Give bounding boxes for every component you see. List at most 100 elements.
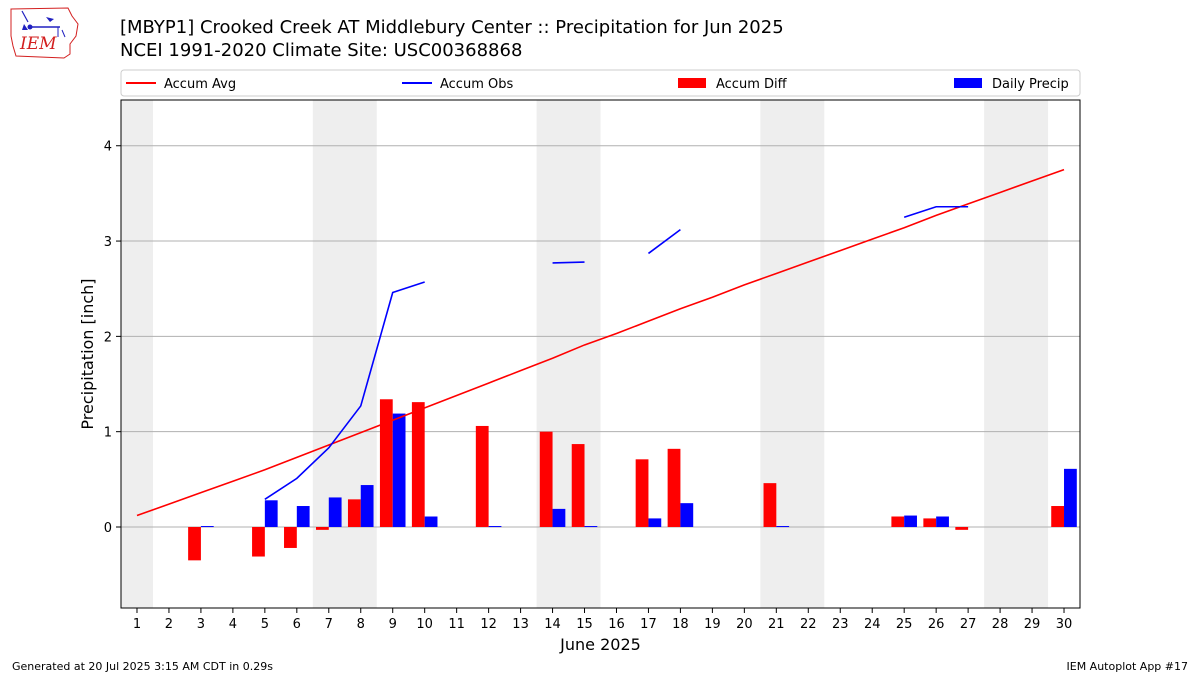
x-tick-label: 18 [672,617,689,632]
weekend-shade [760,100,825,608]
daily-precip-bar [392,413,406,527]
weekend-shade [984,100,1049,608]
x-axis-label: June 2025 [559,635,641,654]
daily-precip-bar [328,497,342,527]
x-axis: 1 2 3 4 5 6 7 8 9 10 11 12 13 14 15 16 17 18 19 20 21 22 23 24 2… [133,608,1072,632]
accum-diff-bar [539,431,553,527]
accum-diff-bar [571,444,585,527]
iowa-map-logo-icon[interactable] [8,6,84,60]
x-tick-label: 19 [704,617,721,632]
legend-swatch [954,78,982,88]
daily-precip-bar [648,518,662,527]
accum-avg-line [136,168,1065,517]
y-tick-label: 2 [104,330,112,345]
x-tick-label: 16 [608,617,625,632]
daily-precip-bar [680,503,694,527]
y-tick-label: 0 [104,521,112,536]
x-tick-label: 15 [576,617,593,632]
weekend-shade [121,100,153,608]
bar-series [188,399,1077,561]
daily-precip-bar [360,485,374,527]
accum-diff-bar [379,399,393,527]
x-tick-label: 7 [325,617,333,632]
weekend-shade [312,100,377,608]
accum-diff-bar [955,526,969,530]
x-tick-label: 24 [864,617,881,632]
accum-diff-bar [763,483,777,527]
chart-title: [MBYP1] Crooked Creek AT Middlebury Cent… [120,17,784,38]
legend-label: Accum Avg [164,77,236,92]
daily-precip-bar [936,516,949,527]
x-tick-label: 17 [640,617,657,632]
x-tick-label: 4 [229,617,237,632]
y-tick-label: 3 [104,235,112,250]
x-tick-label: 11 [448,617,465,632]
daily-precip-bar [904,515,917,527]
daily-precip-bar [552,508,566,527]
x-tick-label: 8 [357,617,365,632]
weekend-shading [121,100,1049,608]
daily-precip-bar [424,516,438,527]
accum-diff-bar [475,425,489,527]
x-tick-label: 26 [928,617,945,632]
accum-diff-bar [315,526,329,530]
daily-precip-bar [264,500,278,527]
legend-swatch [678,78,706,88]
x-tick-label: 13 [512,617,529,632]
accum-diff-bar [411,402,425,527]
app-credit: IEM Autoplot App #17 [1066,660,1189,673]
daily-precip-bar [1064,468,1077,527]
y-tick-label: 1 [104,426,112,441]
accum-obs-line [552,261,585,264]
x-tick-label: 27 [960,617,977,632]
gridlines [121,145,1080,528]
x-tick-label: 12 [480,617,497,632]
x-tick-label: 2 [165,617,173,632]
legend-frame [120,69,1081,97]
weekend-shade [536,100,601,608]
plot-frame [120,99,1081,609]
chart-subtitle: NCEI 1991-2020 Climate Site: USC00368868 [120,40,523,61]
x-tick-label: 1 [133,617,141,632]
x-tick-label: 6 [293,617,301,632]
x-tick-label: 28 [992,617,1009,632]
legend: Accum Avg Accum Obs Accum Diff Daily Precip [120,69,1081,97]
x-tick-label: 25 [896,617,913,632]
generated-timestamp: Generated at 20 Jul 2025 3:15 AM CDT in … [12,660,273,673]
daily-precip-bar [488,526,502,528]
accum-diff-bar [284,526,297,548]
x-tick-label: 14 [544,617,561,632]
accum-diff-bar [1051,506,1065,527]
daily-precip-bar [296,506,310,527]
accum-obs-line [264,281,425,501]
accum-diff-bar [891,516,905,527]
x-tick-label: 22 [800,617,817,632]
x-tick-label: 20 [736,617,753,632]
accum-diff-bar [347,499,361,527]
accum-diff-bar [667,448,681,527]
legend-label: Accum Diff [716,77,788,92]
x-tick-label: 10 [416,617,433,632]
accum-diff-bar [188,526,201,561]
x-tick-label: 9 [389,617,397,632]
y-tick-label: 4 [104,140,112,155]
x-tick-label: 29 [1024,617,1041,632]
line-series [136,168,1065,517]
y-axis: 0 1 2 3 4 [104,140,121,536]
legend-label: Daily Precip [992,77,1069,92]
daily-precip-bar [776,526,790,528]
daily-precip-bar [584,526,598,528]
y-axis-label: Precipitation [inch] [78,278,97,429]
x-tick-label: 3 [197,617,205,632]
x-tick-label: 30 [1056,617,1073,632]
legend-label: Accum Obs [440,77,513,92]
accum-diff-bar [635,459,649,527]
accum-diff-bar [923,518,937,527]
accum-obs-line [647,228,681,255]
daily-precip-bar [200,526,214,528]
accum-diff-bar [252,526,265,557]
x-tick-label: 21 [768,617,785,632]
accum-obs-line [903,205,969,218]
x-tick-label: 5 [261,617,269,632]
